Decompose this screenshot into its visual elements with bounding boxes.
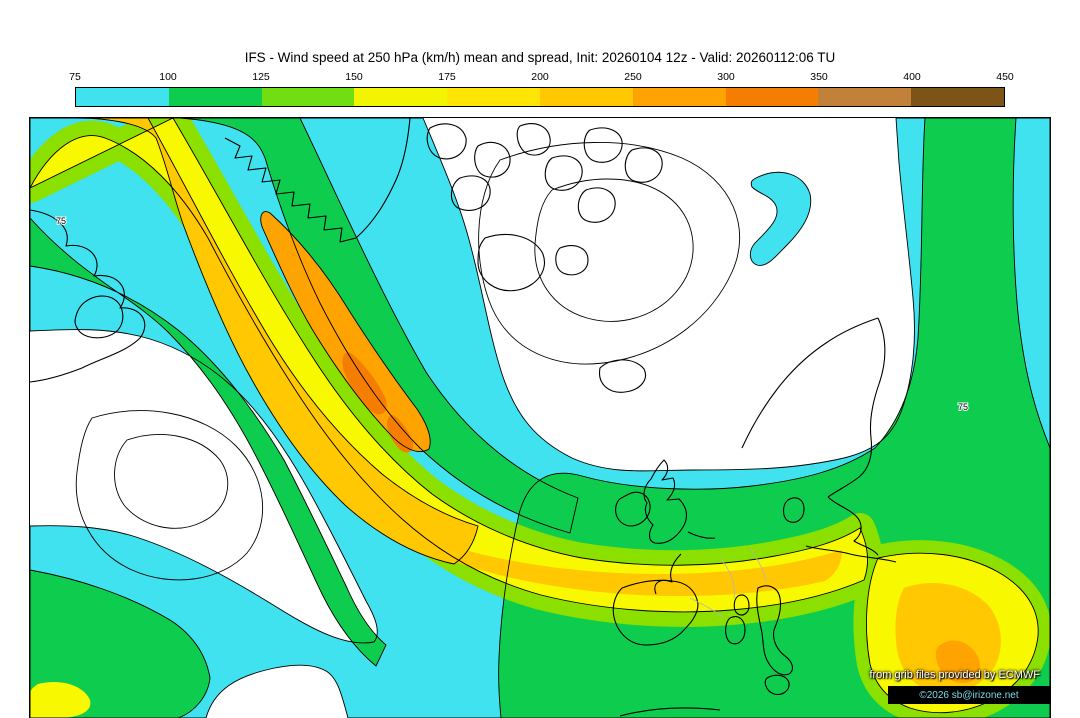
colorbar-ticks: 75 100 125 150 175 200 250 300 350 400 450 — [69, 71, 1014, 85]
sardinia — [725, 616, 746, 645]
newfoundland — [74, 295, 124, 339]
country-border — [749, 547, 767, 583]
north-africa-coast — [619, 707, 721, 717]
baltic-coast — [827, 496, 879, 556]
france-west-coast — [654, 553, 682, 595]
contour-label: 75 — [958, 402, 968, 412]
colorbar-segment — [76, 88, 169, 106]
north-european-coast — [805, 545, 897, 563]
header: IFS - Wind speed at 250 hPa (km/h) mean … — [0, 0, 1080, 107]
iceland — [599, 359, 646, 393]
chart-title: IFS - Wind speed at 250 hPa (km/h) mean … — [244, 50, 836, 65]
colorbar-tick-label: 400 — [903, 71, 921, 83]
colorbar-tick-label: 200 — [531, 71, 549, 83]
greenland-coast — [224, 137, 357, 243]
italy — [756, 585, 794, 676]
colorbar: 75 100 125 150 175 200 250 300 350 400 450 — [69, 71, 1014, 107]
greenland-east-coast — [355, 118, 411, 239]
arctic-island — [624, 147, 663, 183]
colorbar-segment — [447, 88, 540, 106]
arctic-island — [583, 127, 623, 163]
arctic-island — [544, 155, 583, 191]
canada-coast — [30, 209, 146, 383]
sicily — [764, 674, 790, 695]
colorbar-tick-label: 450 — [996, 71, 1014, 83]
colorbar-tick-label: 350 — [810, 71, 828, 83]
arctic-island — [577, 187, 616, 223]
colorbar-segment — [818, 88, 912, 106]
colorbar-segment — [354, 88, 448, 106]
colorbar-segment — [632, 88, 726, 106]
copyright-text: ©2026 sb@irizone.net — [919, 689, 1019, 701]
colorbar-tick-label: 125 — [252, 71, 270, 83]
colorbar-tick-label: 250 — [624, 71, 642, 83]
corsica — [733, 594, 750, 616]
arctic-island — [516, 123, 551, 156]
credit-text: from grib files provided by ECMWF — [869, 669, 1040, 681]
iberia — [612, 579, 699, 646]
country-border — [719, 557, 735, 599]
colorbar-segment — [261, 88, 355, 106]
france-north-coast — [687, 531, 716, 539]
colorbar-segment — [911, 88, 1004, 106]
colorbar-segment — [725, 88, 819, 106]
arctic-island — [426, 123, 467, 160]
colorbar-segment — [539, 88, 633, 106]
contour-label: 75 — [56, 216, 66, 226]
arctic-island — [474, 141, 511, 178]
colorbar-tick-label: 100 — [159, 71, 177, 83]
colorbar-segment — [168, 88, 262, 106]
colorbar-tick-label: 300 — [717, 71, 735, 83]
arctic-island — [450, 175, 491, 211]
country-border — [689, 597, 725, 619]
arctic-island — [477, 233, 545, 292]
coastlines — [30, 118, 897, 717]
arctic-island — [555, 245, 589, 276]
contour-labels: 75 75 — [55, 215, 969, 413]
colorbar-tick-label: 150 — [345, 71, 363, 83]
ireland — [615, 491, 651, 527]
wind-map-svg: 75 75 — [30, 118, 1050, 718]
great-britain — [643, 459, 688, 544]
colorbar-tick-label: 75 — [69, 71, 81, 83]
scandinavia-east-coast — [827, 317, 886, 498]
copyright-strip: ©2026 sb@irizone.net — [888, 686, 1050, 704]
map-frame: 75 75 from grib files provided by ECMWF … — [29, 117, 1051, 718]
colorbar-segments — [75, 87, 1005, 107]
colorbar-tick-label: 175 — [438, 71, 456, 83]
norway-west-coast — [741, 317, 879, 449]
denmark — [782, 497, 805, 523]
